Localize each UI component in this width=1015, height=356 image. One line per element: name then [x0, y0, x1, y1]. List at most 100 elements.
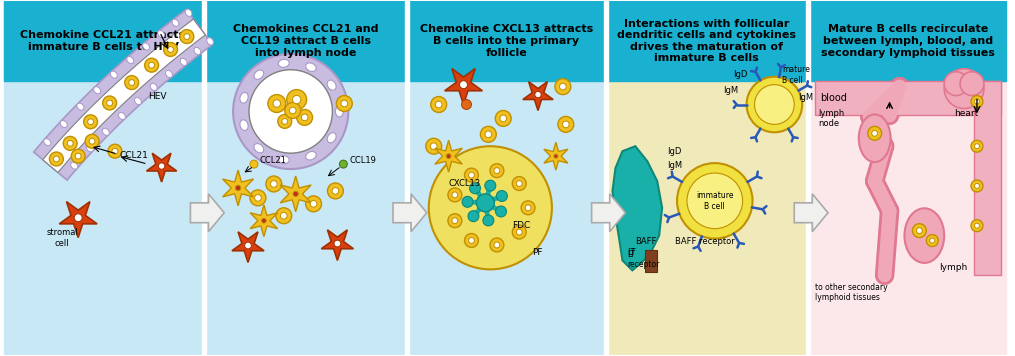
Circle shape [262, 218, 266, 223]
Circle shape [280, 213, 287, 219]
Circle shape [559, 83, 566, 90]
Circle shape [430, 96, 447, 112]
Text: CXCL13: CXCL13 [449, 179, 481, 188]
Polygon shape [815, 81, 1001, 115]
Circle shape [974, 183, 979, 188]
Circle shape [285, 103, 300, 119]
Circle shape [754, 85, 794, 124]
Circle shape [490, 164, 503, 178]
Text: Chemokines CCL21 and
CCL19 attract B cells
into lymph node: Chemokines CCL21 and CCL19 attract B cel… [232, 24, 379, 58]
Text: Chemokine CXCL13 attracts
B cells into the primary
follicle: Chemokine CXCL13 attracts B cells into t… [419, 24, 593, 58]
Circle shape [872, 130, 878, 136]
Circle shape [233, 54, 348, 169]
Polygon shape [544, 142, 568, 170]
Ellipse shape [327, 80, 336, 90]
Circle shape [184, 34, 190, 40]
Circle shape [71, 149, 85, 163]
Bar [810, 1, 1006, 81]
Circle shape [311, 200, 317, 207]
Ellipse shape [77, 103, 84, 110]
Text: HEV: HEV [148, 91, 166, 100]
Circle shape [336, 95, 352, 111]
Ellipse shape [93, 87, 100, 94]
Circle shape [469, 237, 474, 244]
Text: CCL21: CCL21 [120, 151, 149, 160]
Circle shape [448, 188, 462, 202]
Circle shape [107, 100, 113, 106]
Circle shape [494, 242, 499, 248]
Ellipse shape [173, 19, 179, 26]
Circle shape [167, 47, 174, 52]
Bar [604, 1, 608, 355]
Text: IgM: IgM [798, 93, 813, 101]
Text: LT
receptor: LT receptor [627, 250, 660, 269]
Ellipse shape [254, 143, 264, 153]
Circle shape [960, 72, 984, 95]
Polygon shape [59, 201, 97, 237]
Ellipse shape [194, 47, 201, 55]
Polygon shape [434, 140, 463, 172]
Circle shape [428, 146, 552, 269]
Circle shape [460, 81, 468, 89]
Bar [4, 1, 202, 81]
Circle shape [462, 100, 471, 110]
Ellipse shape [240, 93, 248, 103]
Circle shape [158, 163, 164, 169]
Ellipse shape [859, 114, 890, 162]
Circle shape [974, 99, 979, 104]
Ellipse shape [157, 31, 164, 38]
Circle shape [944, 69, 984, 109]
Ellipse shape [335, 106, 343, 117]
Circle shape [54, 156, 59, 162]
Circle shape [74, 214, 82, 222]
Circle shape [495, 110, 512, 126]
Circle shape [496, 190, 508, 201]
Circle shape [485, 180, 495, 191]
Circle shape [485, 131, 491, 138]
Text: LT: LT [627, 248, 635, 257]
Polygon shape [592, 194, 625, 232]
Circle shape [63, 136, 77, 150]
Circle shape [971, 220, 983, 232]
Ellipse shape [240, 120, 248, 131]
Bar [806, 1, 810, 355]
Text: to other secondary
lymphoid tissues: to other secondary lymphoid tissues [815, 283, 888, 302]
Bar [974, 81, 1001, 275]
Circle shape [341, 100, 348, 107]
Text: IgM: IgM [723, 85, 738, 95]
Text: BAFF receptor: BAFF receptor [675, 236, 735, 246]
Ellipse shape [207, 38, 213, 45]
Circle shape [273, 100, 280, 107]
Circle shape [282, 119, 287, 124]
Circle shape [462, 197, 473, 207]
Circle shape [287, 90, 307, 110]
Circle shape [447, 154, 451, 158]
Circle shape [180, 30, 194, 43]
Circle shape [306, 196, 322, 212]
Circle shape [276, 208, 291, 224]
Circle shape [971, 140, 983, 152]
Circle shape [465, 234, 478, 247]
Text: lymph
node: lymph node [818, 109, 844, 129]
Circle shape [971, 95, 983, 108]
Circle shape [677, 163, 752, 239]
Circle shape [927, 235, 938, 246]
Circle shape [554, 154, 558, 158]
Circle shape [255, 194, 261, 201]
Ellipse shape [143, 43, 149, 50]
Circle shape [296, 110, 313, 125]
Circle shape [249, 70, 333, 153]
Circle shape [148, 62, 154, 68]
Circle shape [525, 205, 531, 211]
Circle shape [494, 168, 499, 173]
Circle shape [500, 115, 506, 122]
Circle shape [452, 192, 458, 198]
Circle shape [971, 180, 983, 192]
Circle shape [108, 144, 122, 158]
Circle shape [301, 114, 308, 121]
Ellipse shape [181, 58, 187, 66]
Circle shape [235, 185, 241, 190]
Circle shape [163, 42, 178, 57]
Circle shape [425, 138, 442, 154]
Circle shape [435, 101, 442, 108]
